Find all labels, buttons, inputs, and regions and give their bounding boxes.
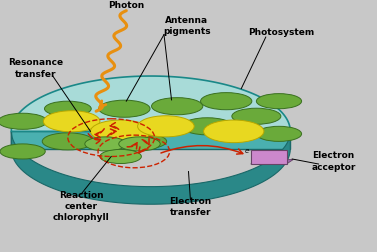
- Text: Photon: Photon: [108, 1, 144, 10]
- Text: Photosystem: Photosystem: [248, 27, 314, 37]
- Ellipse shape: [42, 133, 93, 150]
- Ellipse shape: [0, 144, 45, 159]
- Ellipse shape: [182, 118, 233, 135]
- Ellipse shape: [99, 100, 150, 117]
- Text: Resonance
transfer: Resonance transfer: [8, 58, 63, 79]
- Ellipse shape: [138, 116, 194, 137]
- Polygon shape: [251, 160, 293, 164]
- Text: Electron
acceptor: Electron acceptor: [311, 151, 356, 172]
- Ellipse shape: [0, 113, 47, 129]
- Ellipse shape: [44, 101, 91, 116]
- Ellipse shape: [152, 98, 203, 115]
- Text: ⁻: ⁻: [248, 150, 251, 155]
- Ellipse shape: [90, 120, 151, 143]
- Polygon shape: [11, 131, 290, 204]
- Text: Reaction
center
chlorophyll: Reaction center chlorophyll: [53, 191, 109, 222]
- Ellipse shape: [256, 126, 302, 141]
- Ellipse shape: [119, 137, 160, 151]
- Polygon shape: [11, 76, 290, 131]
- Text: Antenna
pigments: Antenna pigments: [163, 16, 210, 36]
- Ellipse shape: [100, 149, 141, 164]
- FancyBboxPatch shape: [251, 150, 287, 164]
- Ellipse shape: [85, 137, 126, 151]
- Ellipse shape: [232, 108, 281, 124]
- Ellipse shape: [201, 93, 252, 110]
- Text: Electron
transfer: Electron transfer: [169, 197, 211, 217]
- Text: e: e: [244, 148, 248, 154]
- Ellipse shape: [43, 111, 100, 132]
- Ellipse shape: [120, 134, 167, 149]
- Polygon shape: [11, 131, 290, 149]
- Ellipse shape: [204, 120, 264, 143]
- Ellipse shape: [256, 94, 302, 109]
